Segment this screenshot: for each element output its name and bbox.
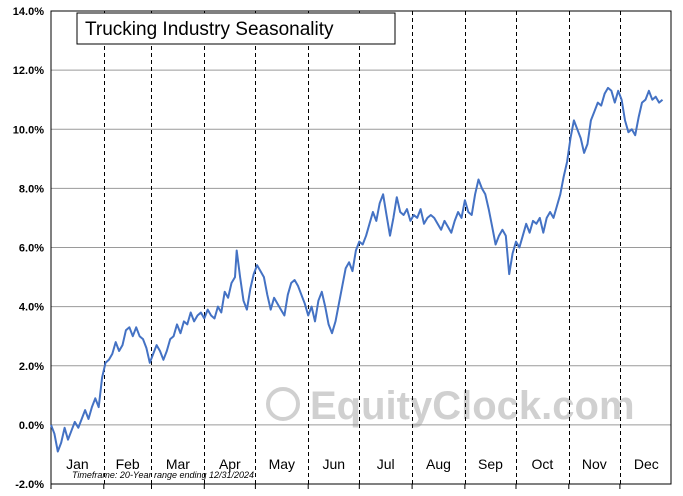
timeframe-footnote: Timeframe: 20-Year range ending 12/31/20…: [72, 470, 254, 480]
month-label: Dec: [634, 456, 659, 472]
x-axis-month-labels: Jan Feb Mar Apr May Jun Jul Aug Sep Oct Nov Dec: [50, 456, 659, 489]
month-label: Feb: [116, 456, 140, 472]
y-tick-label: 6.0%: [19, 243, 44, 255]
watermark: EquityClock.com: [266, 384, 635, 428]
y-tick-label: 8.0%: [19, 183, 44, 195]
seasonality-line: [50, 86, 664, 453]
y-tick-label: 2.0%: [19, 361, 44, 373]
y-tick-label: -2.0%: [15, 479, 44, 491]
month-label: Oct: [532, 456, 554, 472]
month-label: Apr: [219, 456, 241, 472]
month-label: Jun: [322, 456, 345, 472]
month-label: Sep: [478, 456, 503, 472]
y-tick-label: 14.0%: [13, 6, 44, 18]
y-tick-label: 12.0%: [13, 65, 44, 77]
chart-title: Trucking Industry Seasonality: [85, 19, 334, 40]
month-label: Jul: [377, 456, 395, 472]
series-lines: [50, 86, 664, 453]
y-axis-tick-labels: -2.0% 0.0% 2.0% 4.0% 6.0% 8.0% 10.0% 12.0% 14.0%: [13, 6, 44, 491]
month-label: Mar: [166, 456, 190, 472]
watermark-logo-icon: [266, 387, 300, 421]
y-tick-label: 4.0%: [19, 302, 44, 314]
plot-area-border: [50, 10, 672, 485]
month-label: Nov: [582, 456, 607, 472]
title-box: Trucking Industry Seasonality: [76, 12, 396, 45]
month-divider-lines: [104, 11, 621, 484]
y-tick-label: 10.0%: [13, 124, 44, 136]
month-label: May: [269, 456, 295, 472]
y-tick-label: 0.0%: [19, 420, 44, 432]
title-box-border: [76, 12, 396, 45]
month-label: Jan: [66, 456, 89, 472]
watermark-text: EquityClock.com: [310, 384, 635, 428]
month-label: Aug: [426, 456, 451, 472]
